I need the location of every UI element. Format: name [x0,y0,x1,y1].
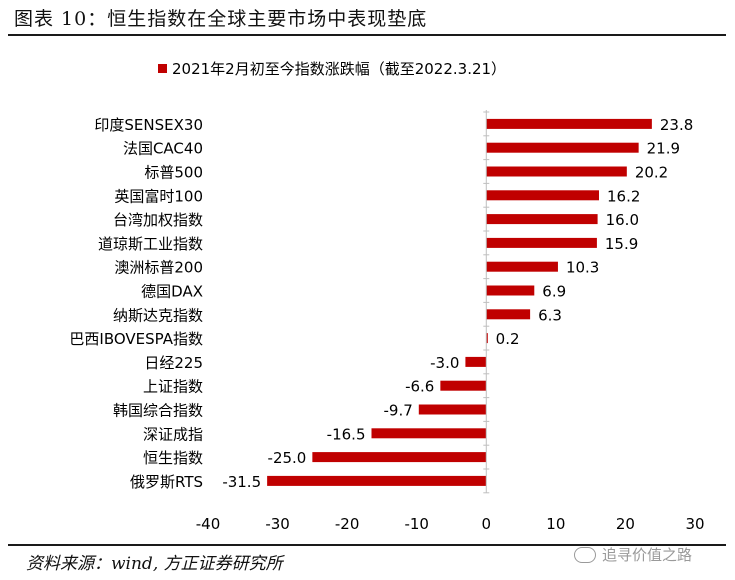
bar [486,190,599,201]
category-label: 标普500 [144,164,203,182]
legend-swatch [158,64,167,73]
category-label: 恒生指数 [143,449,203,467]
category-label: 深证成指 [143,425,203,443]
value-label: 10.3 [566,259,599,277]
category-label: 纳斯达克指数 [113,306,203,324]
category-label: 印度SENSEX30 [94,116,203,134]
category-label: 日经225 [144,354,203,372]
value-label: 23.8 [660,116,693,134]
bar [418,404,487,415]
x-tick-label: 30 [685,515,704,533]
value-label: 0.2 [496,330,520,348]
category-label: 上证指数 [143,378,203,396]
bar [486,214,598,225]
source-note: 资料来源：wind, 方正证券研究所 [26,554,283,574]
value-label: 15.9 [605,235,638,253]
legend-label: 2021年2月初至今指数涨跌幅（截至2022.3.21） [172,60,506,78]
category-label: 法国CAC40 [123,140,203,158]
title-divider [8,34,726,36]
wechat-icon [574,546,596,563]
value-label: 6.9 [542,283,566,301]
chart-legend: 2021年2月初至今指数涨跌幅（截至2022.3.21） [158,60,506,78]
figure-title: 图表 10：恒生指数在全球主要市场中表现垫底 [14,8,428,30]
value-label: -6.6 [405,378,434,396]
bar [465,356,487,367]
bar [486,142,639,153]
category-label: 俄罗斯RTS [130,473,203,491]
bar [486,285,535,296]
bar [486,166,627,177]
footer-divider [8,544,726,546]
value-label: -25.0 [268,449,307,467]
category-label: 澳洲标普200 [114,259,203,277]
bar [486,261,558,272]
category-label: 台湾加权指数 [113,211,203,229]
x-tick-label: -30 [265,515,290,533]
x-tick-label: -40 [196,515,221,533]
category-label: 德国DAX [141,283,203,301]
watermark: 追寻价值之路 [574,544,692,565]
value-label: -3.0 [430,354,459,372]
value-label: 21.9 [647,140,680,158]
x-tick-label: -10 [404,515,429,533]
x-tick-label: 0 [482,515,492,533]
bar [267,475,487,486]
value-label: -9.7 [384,402,413,420]
bar [312,452,487,463]
bar [440,380,487,391]
bar [486,333,488,344]
value-label: -31.5 [222,473,261,491]
category-label: 韩国综合指数 [113,402,203,420]
bar [371,428,487,439]
bar [486,118,652,129]
watermark-text: 追寻价值之路 [602,546,693,564]
x-tick-label: -20 [335,515,360,533]
bar [486,309,531,320]
category-label: 道琼斯工业指数 [98,235,203,253]
value-label: 16.2 [607,187,640,205]
value-label: 6.3 [538,306,562,324]
bar [486,237,597,248]
x-tick-label: 10 [546,515,565,533]
value-label: 20.2 [635,164,668,182]
value-label: 16.0 [606,211,639,229]
bar-chart: 2021年2月初至今指数涨跌幅（截至2022.3.21） 印度SENSEX30 法… [69,60,704,533]
value-label: -16.5 [327,425,366,443]
category-label: 巴西IBOVESPA指数 [69,330,203,348]
category-label: 英国富时100 [114,187,203,205]
x-tick-label: 20 [616,515,635,533]
